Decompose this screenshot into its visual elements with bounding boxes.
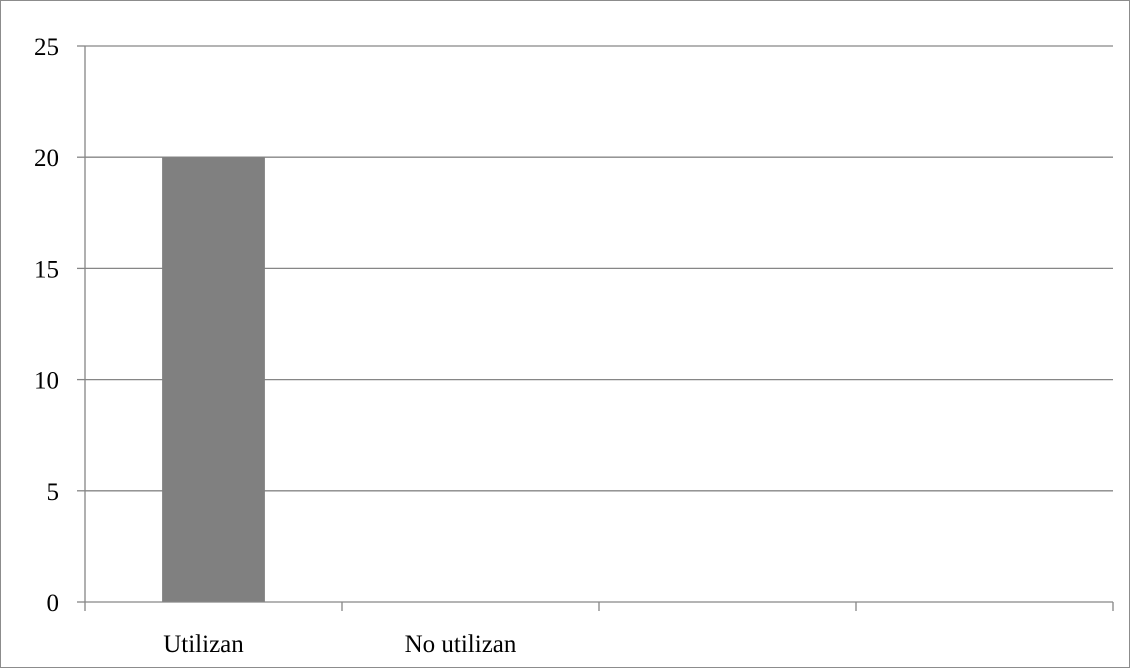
y-tick-labels: 0 5 10 15 20 25 [34, 34, 59, 617]
y-tick-label-5: 5 [47, 479, 60, 506]
y-tick-label-20: 20 [34, 145, 59, 172]
y-tick-label-15: 15 [34, 256, 59, 283]
bar-0 [162, 157, 265, 602]
x-tick-label-0: Utilizan [163, 631, 244, 658]
y-tick-label-25: 25 [34, 34, 59, 61]
x-tick-label-1: No utilizan [405, 631, 517, 658]
axes [77, 45, 1114, 611]
bars [162, 157, 265, 602]
x-tick-labels: Utilizan No utilizan [163, 631, 517, 658]
y-tick-label-0: 0 [47, 590, 60, 617]
y-tick-label-10: 10 [34, 368, 59, 395]
